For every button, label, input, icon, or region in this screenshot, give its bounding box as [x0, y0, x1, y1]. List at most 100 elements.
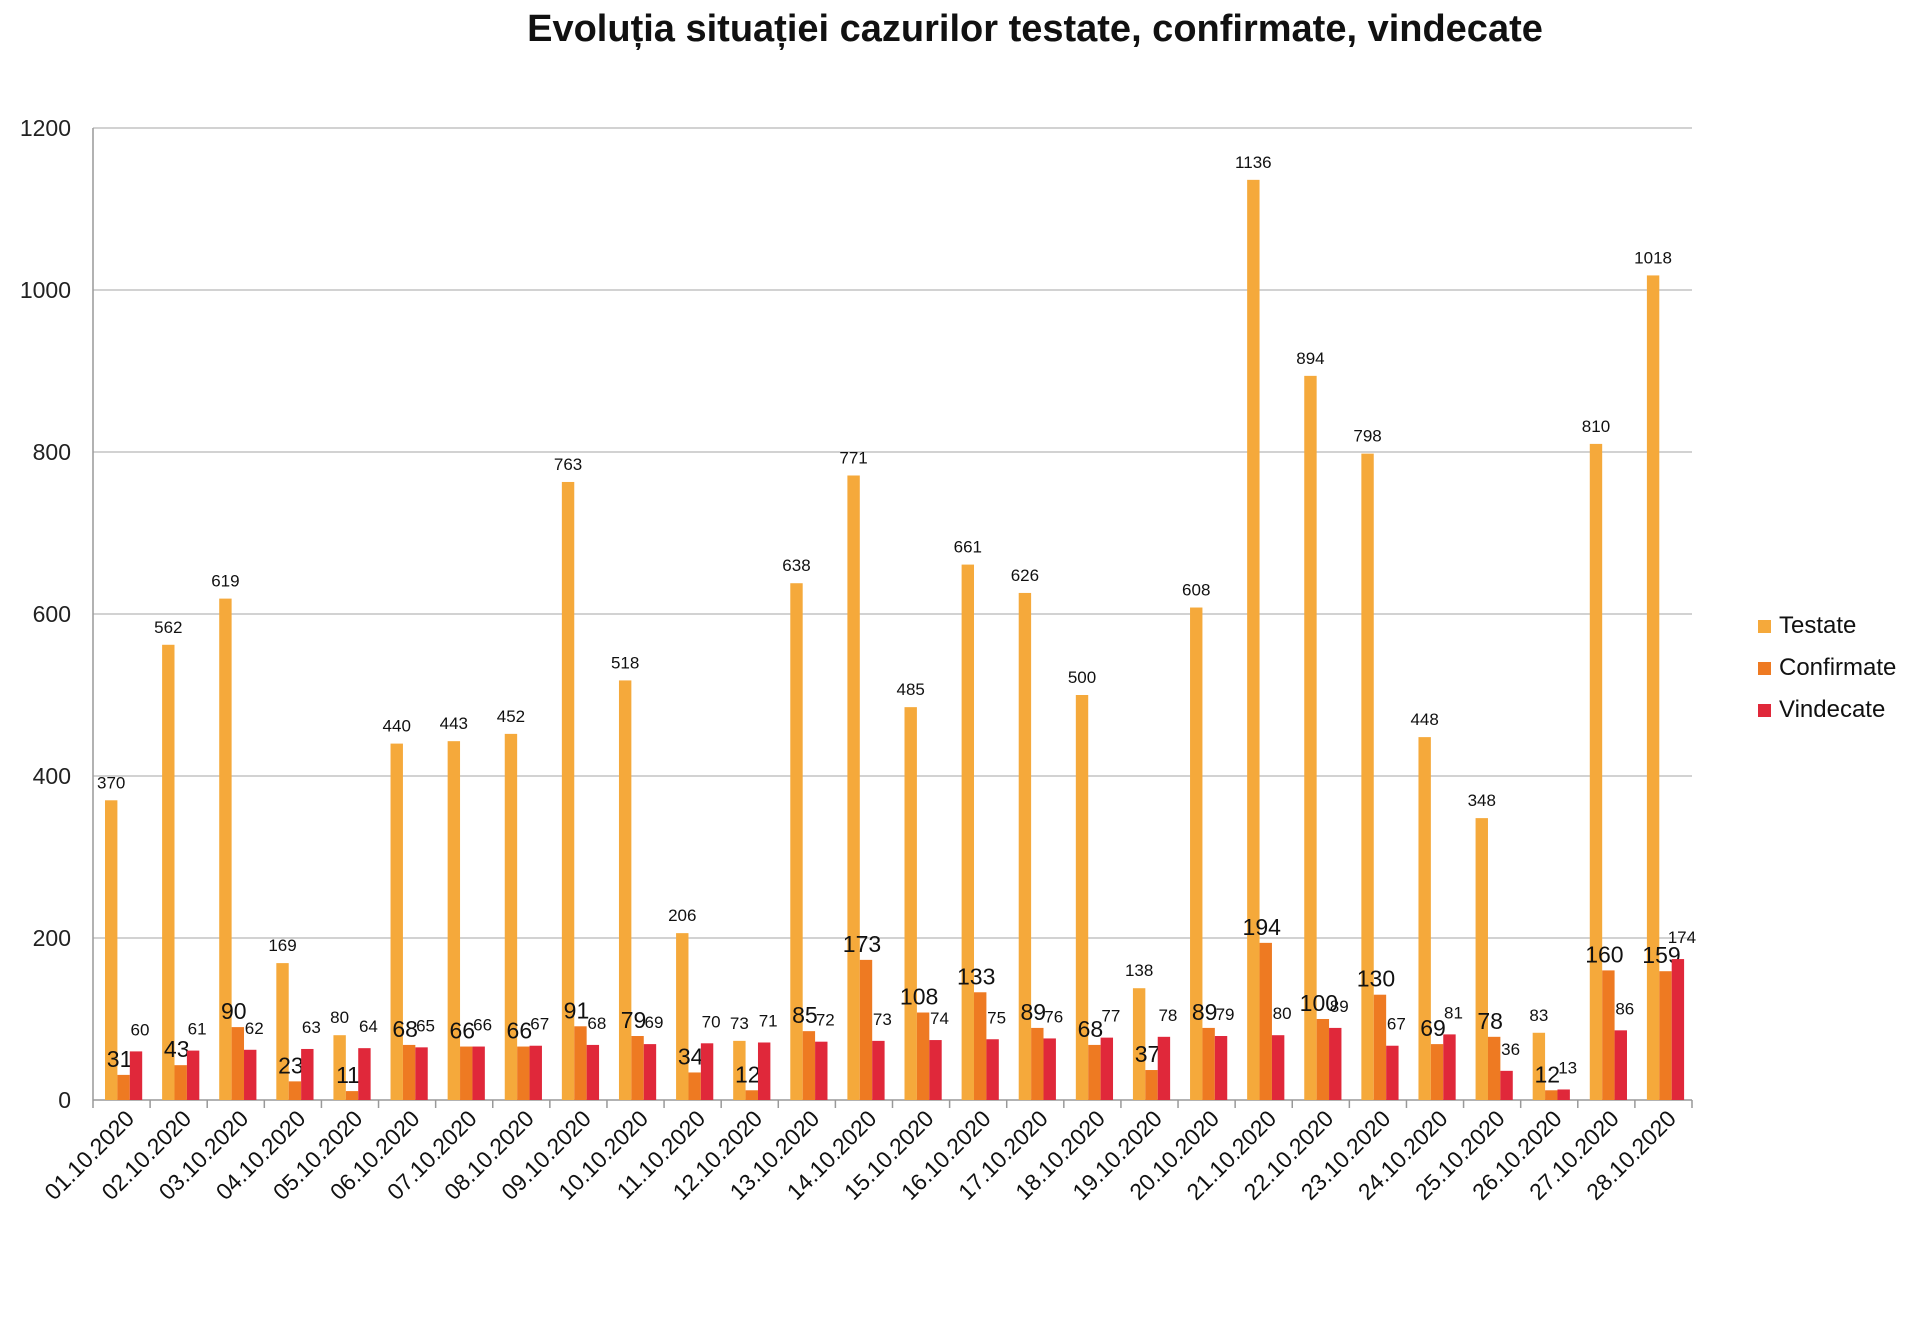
data-label-testate: 638: [782, 556, 810, 575]
legend-item-testate: Testate: [1758, 605, 1896, 647]
bar-testate: [1646, 275, 1660, 1100]
data-label-vindecate: 81: [1444, 1003, 1463, 1022]
data-label-confirmate: 194: [1243, 914, 1282, 940]
bar-vindecate: [529, 1045, 542, 1100]
data-label-confirmate: 31: [107, 1046, 133, 1072]
bar-confirmate: [1088, 1044, 1101, 1100]
data-label-confirmate: 68: [392, 1016, 418, 1042]
bar-testate: [961, 564, 975, 1100]
bar-vindecate: [358, 1048, 371, 1100]
bar-confirmate: [345, 1091, 359, 1100]
bar-confirmate: [1259, 942, 1272, 1100]
bar-testate: [676, 933, 689, 1100]
data-label-testate: 763: [554, 455, 582, 474]
bar-vindecate: [186, 1050, 200, 1100]
bar-vindecate: [1271, 1035, 1285, 1100]
data-label-confirmate: 91: [564, 997, 590, 1023]
data-label-confirmate: 66: [507, 1018, 533, 1044]
data-label-vindecate: 77: [1101, 1007, 1120, 1026]
data-label-testate: 452: [497, 707, 525, 726]
bar-vindecate: [757, 1042, 771, 1100]
bar-testate: [276, 963, 289, 1100]
bar-confirmate: [916, 1012, 930, 1100]
bar-confirmate: [1031, 1027, 1044, 1100]
bar-vindecate: [244, 1049, 257, 1100]
bar-confirmate: [688, 1072, 701, 1100]
bar-confirmate: [1373, 994, 1387, 1100]
data-label-vindecate: 67: [530, 1015, 549, 1034]
data-label-confirmate: 133: [957, 963, 995, 989]
bar-testate: [447, 741, 461, 1100]
bar-confirmate: [231, 1027, 245, 1100]
data-label-testate: 348: [1468, 791, 1496, 810]
bar-vindecate: [1671, 959, 1685, 1100]
bar-confirmate: [1545, 1090, 1558, 1100]
bar-vindecate: [1557, 1089, 1570, 1100]
bar-confirmate: [174, 1065, 187, 1100]
bar-confirmate: [117, 1074, 130, 1100]
data-label-confirmate: 37: [1135, 1041, 1161, 1067]
data-label-testate: 1018: [1634, 248, 1672, 267]
y-tick-label: 800: [33, 439, 71, 465]
data-label-confirmate: 130: [1357, 966, 1395, 992]
bar-confirmate: [1202, 1027, 1215, 1100]
bar-testate: [504, 733, 518, 1100]
bar-testate: [1075, 695, 1089, 1100]
data-label-vindecate: 174: [1668, 928, 1696, 947]
bar-vindecate: [872, 1040, 885, 1100]
bar-testate: [733, 1040, 746, 1100]
bar-confirmate: [402, 1044, 416, 1100]
bar-testate: [904, 707, 917, 1100]
bar-vindecate: [1500, 1070, 1513, 1100]
bar-testate: [790, 583, 803, 1100]
data-label-confirmate: 173: [843, 931, 881, 957]
data-label-testate: 562: [154, 618, 182, 637]
bar-testate: [561, 481, 575, 1101]
data-label-testate: 206: [668, 906, 696, 925]
data-label-vindecate: 79: [1216, 1005, 1235, 1024]
data-label-confirmate: 160: [1585, 941, 1623, 967]
data-label-testate: 1136: [1235, 153, 1272, 172]
data-label-confirmate: 69: [1420, 1015, 1446, 1041]
bar-testate: [1132, 988, 1146, 1100]
legend-swatch-vindecate: [1758, 703, 1771, 717]
data-label-confirmate: 43: [164, 1036, 190, 1062]
bar-vindecate: [815, 1041, 828, 1100]
bar-confirmate: [1659, 971, 1672, 1100]
legend-label-confirmate: Confirmate: [1779, 654, 1897, 681]
y-tick-label: 400: [33, 763, 71, 789]
data-label-testate: 626: [1011, 566, 1039, 585]
bar-confirmate: [631, 1036, 644, 1100]
bar-confirmate: [517, 1046, 530, 1100]
bar-vindecate: [1100, 1037, 1114, 1100]
data-label-confirmate: 90: [221, 998, 247, 1024]
data-label-testate: 810: [1582, 417, 1610, 436]
bar-vindecate: [129, 1051, 143, 1100]
bar-vindecate: [472, 1046, 485, 1100]
data-label-testate: 73: [730, 1014, 749, 1033]
data-label-testate: 370: [97, 773, 125, 792]
data-label-vindecate: 13: [1558, 1058, 1577, 1077]
data-label-testate: 448: [1410, 710, 1438, 729]
bar-confirmate: [859, 959, 873, 1100]
data-label-confirmate: 12: [735, 1061, 761, 1087]
bar-testate: [219, 598, 232, 1100]
data-label-vindecate: 75: [987, 1008, 1006, 1027]
data-label-vindecate: 68: [587, 1014, 606, 1033]
data-label-confirmate: 23: [278, 1052, 304, 1078]
chart-title: Evoluția situației cazurilor testate, co…: [527, 8, 1543, 50]
data-label-vindecate: 80: [1273, 1004, 1292, 1023]
bar-testate: [1190, 607, 1203, 1100]
data-label-vindecate: 64: [359, 1017, 378, 1036]
data-label-testate: 443: [440, 714, 468, 733]
data-label-vindecate: 73: [873, 1010, 892, 1029]
bar-vindecate: [1329, 1027, 1342, 1100]
bar-confirmate: [802, 1031, 816, 1100]
data-label-testate: 80: [330, 1008, 349, 1027]
data-label-vindecate: 62: [245, 1019, 264, 1038]
data-label-vindecate: 70: [702, 1012, 721, 1031]
bar-vindecate: [1157, 1036, 1171, 1100]
bar-testate: [618, 680, 632, 1100]
bar-vindecate: [929, 1040, 942, 1100]
